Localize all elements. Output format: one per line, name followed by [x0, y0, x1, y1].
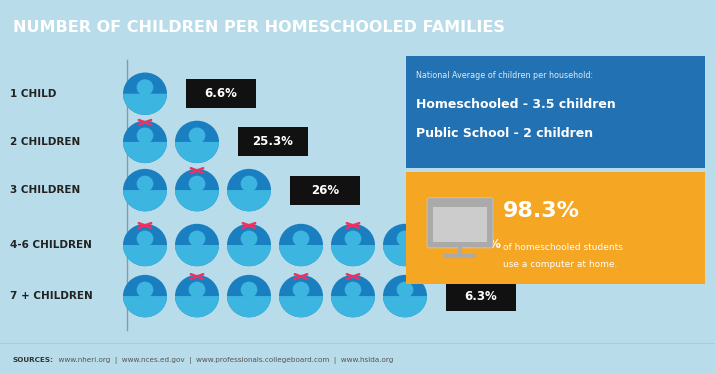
Text: 4-6 CHILDREN: 4-6 CHILDREN	[10, 240, 92, 250]
Wedge shape	[279, 296, 323, 317]
FancyBboxPatch shape	[433, 207, 487, 242]
Text: 7 + CHILDREN: 7 + CHILDREN	[10, 291, 93, 301]
Circle shape	[383, 224, 427, 266]
Circle shape	[189, 282, 205, 298]
Circle shape	[137, 128, 153, 144]
Circle shape	[123, 169, 167, 211]
FancyBboxPatch shape	[446, 231, 516, 260]
Wedge shape	[227, 245, 271, 266]
Text: National Average of children per household:: National Average of children per househo…	[416, 71, 593, 80]
Text: 25.9%: 25.9%	[460, 238, 501, 251]
Wedge shape	[123, 94, 167, 115]
Circle shape	[331, 275, 375, 317]
Circle shape	[279, 275, 323, 317]
Wedge shape	[331, 296, 375, 317]
Circle shape	[345, 282, 361, 298]
Wedge shape	[123, 296, 167, 317]
Circle shape	[397, 231, 413, 247]
Circle shape	[137, 176, 153, 192]
Wedge shape	[383, 245, 427, 266]
Circle shape	[175, 224, 219, 266]
FancyBboxPatch shape	[427, 198, 493, 248]
FancyBboxPatch shape	[186, 79, 256, 108]
Circle shape	[189, 176, 205, 192]
Circle shape	[227, 169, 271, 211]
FancyBboxPatch shape	[406, 56, 705, 168]
Wedge shape	[123, 142, 167, 163]
Circle shape	[331, 224, 375, 266]
Circle shape	[345, 231, 361, 247]
Circle shape	[137, 231, 153, 247]
Wedge shape	[175, 190, 219, 211]
Text: use a computer at home.: use a computer at home.	[503, 260, 617, 269]
Circle shape	[123, 121, 167, 163]
Circle shape	[123, 72, 167, 115]
Circle shape	[123, 224, 167, 266]
Wedge shape	[123, 245, 167, 266]
Circle shape	[241, 282, 257, 298]
Circle shape	[175, 169, 219, 211]
Circle shape	[241, 231, 257, 247]
Text: SOURCES:: SOURCES:	[13, 357, 54, 363]
Circle shape	[227, 224, 271, 266]
Text: 6.6%: 6.6%	[204, 87, 237, 100]
Circle shape	[383, 275, 427, 317]
Text: www.nheri.org  |  www.nces.ed.gov  |  www.professionals.collegeboard.com  |  www: www.nheri.org | www.nces.ed.gov | www.pr…	[54, 357, 393, 364]
Circle shape	[292, 282, 310, 298]
Wedge shape	[227, 190, 271, 211]
Wedge shape	[175, 142, 219, 163]
FancyBboxPatch shape	[290, 176, 360, 204]
Wedge shape	[175, 245, 219, 266]
FancyBboxPatch shape	[238, 128, 308, 156]
Text: 25.3%: 25.3%	[252, 135, 293, 148]
Text: of homeschooled students: of homeschooled students	[503, 242, 623, 251]
Wedge shape	[227, 296, 271, 317]
Text: Homeschooled - 3.5 children: Homeschooled - 3.5 children	[416, 98, 616, 111]
Text: 98.3%: 98.3%	[503, 201, 580, 222]
Circle shape	[241, 176, 257, 192]
Text: 3 CHILDREN: 3 CHILDREN	[10, 185, 80, 195]
Circle shape	[137, 282, 153, 298]
Wedge shape	[331, 245, 375, 266]
Wedge shape	[383, 296, 427, 317]
Text: Public School - 2 children: Public School - 2 children	[416, 127, 593, 140]
Circle shape	[292, 231, 310, 247]
Wedge shape	[175, 296, 219, 317]
Text: 26%: 26%	[311, 184, 339, 197]
Wedge shape	[279, 245, 323, 266]
Circle shape	[227, 275, 271, 317]
FancyBboxPatch shape	[446, 282, 516, 310]
Circle shape	[123, 275, 167, 317]
Circle shape	[175, 275, 219, 317]
Circle shape	[175, 121, 219, 163]
Circle shape	[137, 79, 153, 95]
Text: 2 CHILDREN: 2 CHILDREN	[10, 137, 80, 147]
FancyBboxPatch shape	[406, 172, 705, 283]
Text: 1 CHILD: 1 CHILD	[10, 89, 56, 99]
Circle shape	[189, 231, 205, 247]
Circle shape	[397, 282, 413, 298]
Circle shape	[279, 224, 323, 266]
Circle shape	[189, 128, 205, 144]
Text: NUMBER OF CHILDREN PER HOMESCHOOLED FAMILIES: NUMBER OF CHILDREN PER HOMESCHOOLED FAMI…	[13, 20, 505, 35]
Text: 6.3%: 6.3%	[465, 289, 498, 303]
Wedge shape	[123, 190, 167, 211]
